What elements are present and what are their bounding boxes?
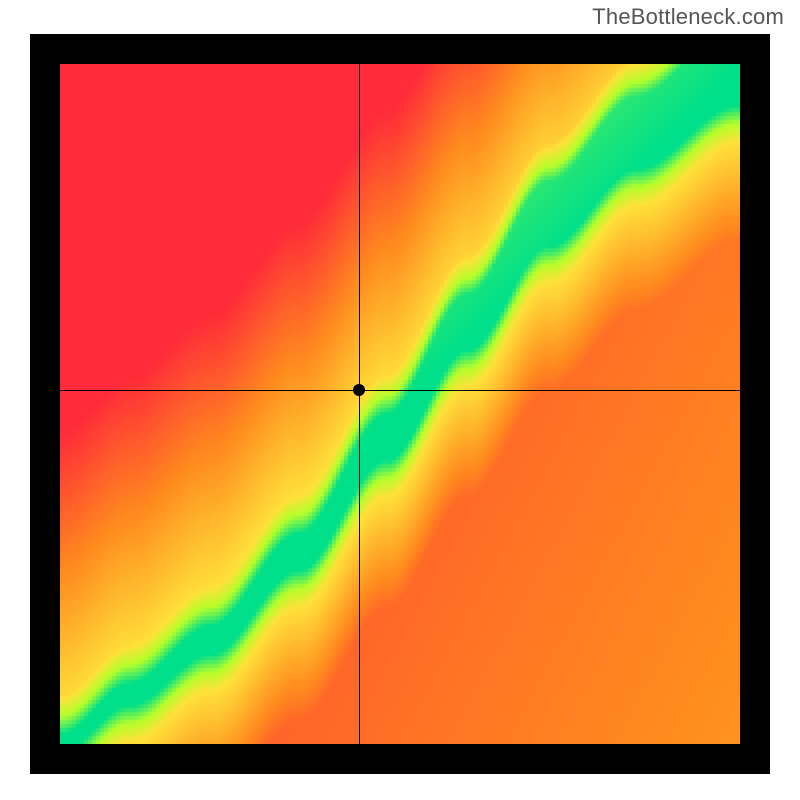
watermark-text: TheBottleneck.com: [592, 4, 784, 30]
crosshair-vertical: [359, 64, 360, 744]
chart-container: TheBottleneck.com: [0, 0, 800, 800]
heatmap-canvas: [60, 64, 740, 744]
crosshair-marker: [353, 384, 365, 396]
crosshair-horizontal: [60, 390, 740, 391]
